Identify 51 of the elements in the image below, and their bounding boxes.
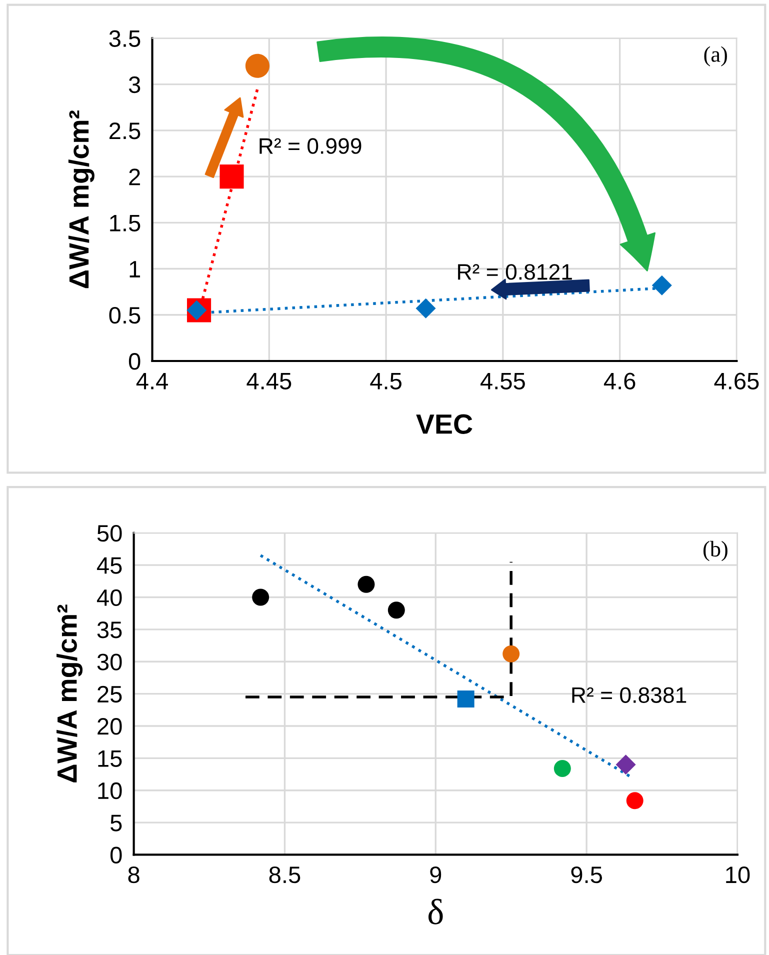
y-tick-label: 1 (130, 261, 140, 278)
y-tick-label: 25 (98, 686, 122, 703)
point (457, 690, 474, 708)
y-tick-label: 3.5 (109, 30, 140, 47)
x-tick-label: 4.5 (370, 372, 402, 390)
y-tick-label: 3 (128, 76, 140, 94)
point (252, 588, 270, 606)
point (358, 576, 375, 593)
point (616, 754, 636, 775)
point (626, 792, 644, 810)
x-tick-label: 4.55 (480, 372, 525, 390)
annotation: R² = 0.999 (260, 138, 362, 154)
y-axis-title: ΔW/A mg/cm² (56, 604, 83, 782)
y-tick-label: 45 (96, 557, 122, 574)
y-axis-title: ΔW/A mg/cm² (68, 110, 94, 288)
y-tick-label: 15 (98, 750, 122, 767)
annotation: R² = 0.8121 (458, 264, 572, 280)
point (388, 602, 405, 619)
annotation: R² = 0.8381 (572, 687, 686, 703)
y-tick-label: 0 (128, 353, 140, 370)
annotation: (b) (703, 540, 728, 562)
annotation: (a) (704, 46, 727, 66)
x-tick-label: 4.65 (714, 372, 759, 390)
x-tick-label: 9 (430, 866, 442, 884)
y-tick-label: 5 (110, 814, 122, 832)
x-tick-label: 10 (726, 866, 750, 884)
y-tick-label: 30 (97, 654, 122, 670)
point (652, 275, 672, 296)
y-tick-label: 2.5 (110, 122, 140, 140)
point (554, 760, 571, 777)
x-tick-label: 8 (128, 866, 140, 884)
y-tick-label: 40 (96, 589, 122, 606)
x-tick-label: 4.6 (604, 372, 636, 390)
point (502, 645, 520, 662)
y-tick-label: 2 (129, 168, 140, 186)
x-axis-title: VEC (416, 414, 472, 434)
y-tick-label: 10 (98, 782, 122, 800)
y-tick-label: 0.5 (109, 306, 140, 324)
y-tick-label: 20 (98, 718, 122, 735)
point (416, 298, 436, 318)
point (245, 54, 270, 78)
x-tick-label: 8.5 (269, 866, 300, 884)
x-tick-label: 4.4 (136, 372, 168, 390)
y-tick-label: 1.5 (110, 214, 140, 232)
point (220, 164, 244, 189)
y-tick-label: 50 (97, 524, 122, 542)
x-tick-label: 4.45 (246, 372, 292, 390)
y-tick-label: 35 (97, 622, 122, 638)
x-axis-title: δ (428, 898, 443, 924)
x-tick-label: 9.5 (571, 866, 602, 884)
y-tick-label: 0 (110, 846, 122, 864)
